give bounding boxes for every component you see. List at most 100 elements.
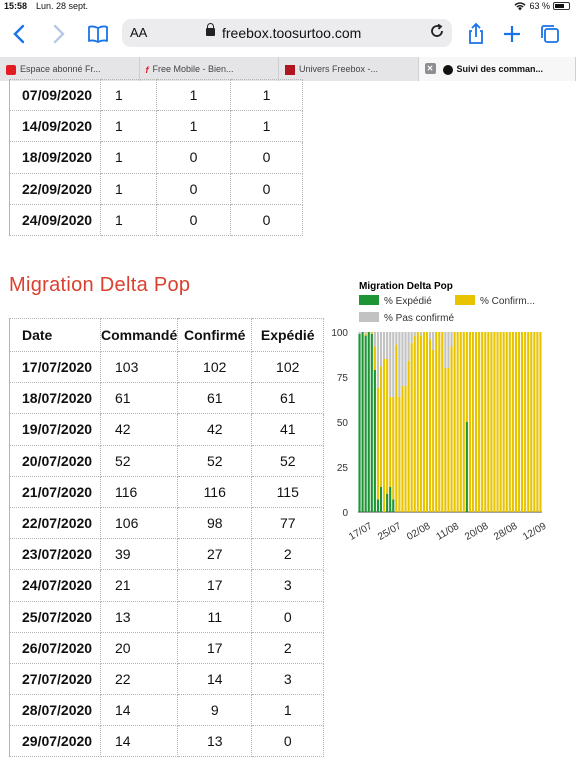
commande-cell: 116	[99, 475, 179, 508]
bar-segment	[404, 332, 407, 386]
bar-segment	[364, 333, 367, 336]
y-tick-label: 25	[337, 463, 349, 474]
bar-segment	[432, 350, 435, 512]
bar-segment	[428, 339, 432, 512]
commande-cell: 1	[100, 110, 157, 143]
bar-segment	[367, 332, 370, 512]
column-header: Expédié	[251, 318, 325, 352]
table-row: 19/07/2020 42 42 41	[9, 413, 325, 446]
bar-segment	[395, 332, 398, 345]
bar-segment	[392, 332, 395, 397]
bar-segment	[389, 396, 392, 487]
date-cell: 22/09/2020	[9, 172, 101, 205]
share-button[interactable]	[464, 22, 488, 46]
bar-segment	[395, 344, 398, 512]
table-row: 28/07/2020 14 9 1	[9, 694, 325, 727]
table-row: 14/09/2020 1 1 1	[9, 110, 303, 143]
commande-cell: 22	[99, 662, 179, 696]
expedie-cell: 52	[251, 444, 325, 477]
confirme-cell: 0	[156, 141, 231, 174]
wifi-icon	[514, 1, 526, 10]
commande-cell: 1	[100, 78, 157, 112]
expedie-cell: 1	[251, 694, 325, 727]
confirme-cell: 1	[156, 110, 231, 143]
bar-segment	[447, 332, 450, 368]
legend-label: % Pas confirmé	[384, 313, 454, 324]
date-cell: 23/07/2020	[9, 538, 101, 571]
commande-cell: 61	[99, 382, 179, 415]
bar-segment	[373, 332, 376, 347]
y-tick-label: 0	[342, 508, 348, 519]
bar-segment	[419, 332, 422, 336]
bar-segment	[370, 333, 373, 512]
tab-univers-freebox[interactable]: Univers Freebox -...	[279, 57, 419, 81]
bar-segment	[462, 332, 465, 512]
status-right: 63 %	[514, 1, 570, 11]
date-cell: 29/07/2020	[9, 725, 101, 758]
tab-label: Univers Freebox -...	[299, 64, 379, 74]
date-cell: 20/07/2020	[9, 444, 101, 477]
commande-cell: 1	[100, 172, 157, 205]
bookmarks-button[interactable]	[86, 22, 110, 46]
bar-segment	[520, 332, 524, 512]
reload-button[interactable]	[428, 22, 446, 45]
date-cell: 24/09/2020	[9, 203, 101, 236]
date-cell: 28/07/2020	[9, 694, 101, 727]
bar-segment	[438, 332, 441, 512]
bar-segment	[407, 360, 410, 512]
bar-segment	[382, 359, 386, 512]
tab-espace-abonne[interactable]: Espace abonné Fr...	[0, 57, 140, 81]
expedie-cell: 2	[251, 538, 325, 571]
bar-segment	[432, 332, 435, 350]
confirme-cell: 27	[177, 538, 253, 571]
chevron-left-icon	[13, 24, 25, 44]
browser-toolbar: AA freebox.toosurtoo.com	[0, 14, 576, 54]
tab-suivi-commandes[interactable]: ✕ Suivi des comman...	[418, 57, 576, 81]
new-tab-button[interactable]	[500, 22, 524, 46]
text-size-button[interactable]: AA	[130, 25, 148, 40]
bar-segment	[370, 332, 373, 334]
date-cell: 22/07/2020	[9, 506, 101, 540]
forward-button[interactable]	[46, 22, 70, 46]
expedie-cell: 0	[251, 600, 325, 633]
confirme-cell: 13	[177, 725, 253, 758]
chevron-right-icon	[53, 24, 65, 44]
bar-segment	[382, 332, 386, 359]
x-tick-label: 02/08	[405, 521, 433, 543]
bar-segment	[428, 332, 432, 340]
confirme-cell: 11	[177, 600, 253, 633]
tab-free-mobile[interactable]: f Free Mobile - Bien...	[140, 57, 279, 81]
date-cell: 27/07/2020	[9, 662, 101, 696]
legend-label: % Expédié	[384, 296, 432, 307]
bar-segment	[447, 368, 450, 512]
table-row: 24/07/2020 21 17 3	[9, 569, 325, 602]
table-row: 21/07/2020 116 116 115	[9, 475, 325, 508]
tabs-overview-button[interactable]	[538, 22, 562, 46]
tab-strip: Espace abonné Fr... f Free Mobile - Bien.…	[0, 57, 576, 81]
battery-percent: 63 %	[529, 1, 550, 11]
url-text[interactable]: freebox.toosurtoo.com	[222, 25, 362, 41]
commande-cell: 1	[100, 141, 157, 174]
bar-segment	[416, 332, 419, 512]
bar-segment	[358, 332, 361, 334]
migration-chart: Migration Delta Pop % Expédié % Confirm...…	[331, 281, 548, 543]
expedie-cell: 3	[251, 569, 325, 602]
y-tick-label: 50	[337, 418, 349, 429]
x-tick-label: 28/08	[492, 521, 520, 543]
close-tab-icon[interactable]: ✕	[424, 63, 436, 74]
date-cell: 07/09/2020	[9, 78, 101, 112]
bar-segment	[465, 422, 468, 512]
commande-cell: 14	[99, 694, 179, 727]
column-header: Confirmé	[177, 318, 253, 352]
commande-cell: 52	[99, 444, 179, 477]
table-row: 26/07/2020 20 17 2	[9, 631, 325, 664]
commande-cell: 20	[99, 631, 179, 664]
back-button[interactable]	[8, 22, 32, 46]
address-bar[interactable]: AA freebox.toosurtoo.com	[122, 19, 452, 47]
legend-swatch	[359, 295, 379, 305]
bar-segment	[465, 332, 468, 422]
expedie-cell: 1	[230, 110, 303, 143]
free-logo-icon	[6, 64, 16, 75]
bar-segment	[404, 386, 407, 512]
table-row: 22/09/2020 1 0 0	[9, 172, 303, 205]
